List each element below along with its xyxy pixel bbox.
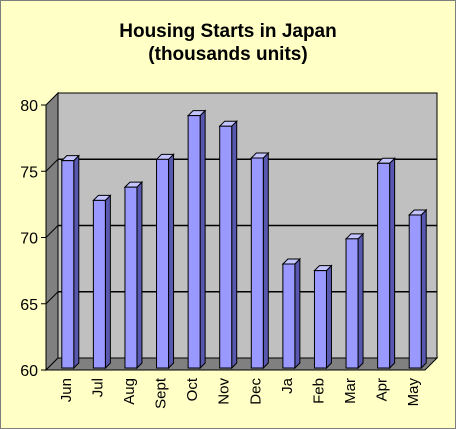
bar-front — [282, 263, 296, 369]
y-tick-label: 80 — [20, 98, 38, 115]
bar-front — [61, 160, 75, 369]
bar-front — [124, 186, 138, 369]
x-tick-label: Jun — [58, 378, 75, 402]
bar — [281, 257, 302, 370]
bar — [344, 232, 365, 370]
gridline-side — [45, 225, 59, 238]
bar-front — [250, 157, 264, 369]
bar-front — [156, 158, 170, 369]
chart-title-line1: Housing Starts in Japan — [119, 21, 337, 42]
bar-side — [136, 180, 143, 370]
bar-front — [313, 270, 327, 369]
x-tick-label: Aug — [121, 378, 138, 405]
chart-title: Housing Starts in Japan (thousands units… — [0, 20, 456, 66]
y-tick-label: 75 — [20, 164, 38, 181]
y-tick-label: 65 — [20, 297, 38, 314]
bar-front — [92, 199, 106, 369]
x-tick-label: Mar — [342, 378, 359, 404]
bar-side — [168, 153, 175, 370]
bar-side — [199, 109, 206, 370]
x-tick-label: Feb — [310, 378, 327, 404]
bar — [186, 109, 207, 370]
bar-front — [377, 162, 391, 369]
bar — [218, 119, 238, 370]
chart-title-line2: (thousands units) — [148, 44, 308, 65]
bar — [123, 180, 144, 370]
x-tick-label: Oct — [184, 377, 201, 401]
bar — [155, 153, 175, 370]
bar-side — [231, 119, 238, 370]
x-tick-label: Jul — [89, 378, 106, 397]
x-tick-label: Apr — [374, 378, 391, 401]
bar-front — [187, 115, 201, 369]
gridline-side — [45, 291, 59, 305]
bar — [408, 208, 428, 370]
bar-front — [345, 238, 359, 369]
x-tick-label: Dec — [247, 378, 264, 405]
x-tick-label: Ja — [279, 377, 296, 394]
x-tick-label: Sept — [153, 377, 170, 409]
bar — [376, 157, 396, 370]
bar-side — [73, 154, 80, 370]
bar — [250, 151, 270, 370]
bar-front — [408, 214, 422, 369]
gridline-side — [45, 158, 59, 172]
bar-side — [294, 257, 301, 370]
bar-side — [420, 208, 427, 370]
x-tick-label: May — [405, 378, 422, 407]
bar-side — [262, 151, 269, 370]
y-tick-label: 60 — [20, 363, 38, 380]
bar-side — [357, 232, 364, 370]
bar — [60, 154, 80, 370]
bar-front — [219, 125, 233, 369]
bar-side — [104, 194, 111, 370]
bar — [92, 194, 112, 370]
y-tick-label: 70 — [20, 231, 38, 248]
bar-side — [389, 157, 396, 370]
bar-side — [325, 264, 332, 370]
x-tick-label: Nov — [216, 378, 233, 405]
bar — [313, 264, 333, 370]
